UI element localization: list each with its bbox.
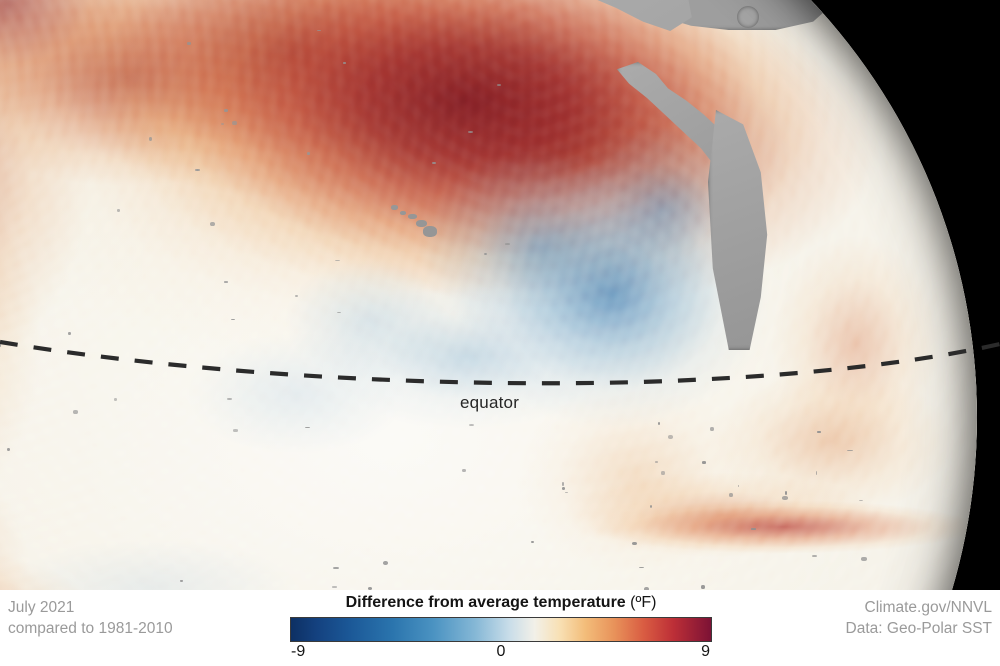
globe-viewport: equator xyxy=(0,0,1000,590)
legend-tick-mid: 0 xyxy=(496,643,506,660)
legend-tick-min: -9 xyxy=(291,643,306,660)
footer-bar: July 2021 compared to 1981-2010 Differen… xyxy=(0,590,1000,666)
attribution: Climate.gov/NNVL Data: Geo-Polar SST xyxy=(846,597,992,639)
legend-tick-max: 9 xyxy=(701,643,710,660)
globe-shading xyxy=(0,0,977,590)
date-caption-line2: compared to 1981-2010 xyxy=(8,620,173,637)
legend-title-main: Difference from average temperature xyxy=(345,594,631,611)
earth-globe xyxy=(0,0,977,590)
legend-title-unit: (ºF) xyxy=(630,594,657,611)
legend-colorbar xyxy=(290,617,712,642)
equator-label: equator xyxy=(460,393,520,412)
legend-title: Difference from average temperature (ºF) xyxy=(290,592,712,614)
legend-tick-labels: -9 0 9 xyxy=(290,643,712,665)
attribution-line2: Data: Geo-Polar SST xyxy=(845,620,992,637)
legend: Difference from average temperature (ºF)… xyxy=(290,592,712,665)
attribution-line1: Climate.gov/NNVL xyxy=(864,599,993,616)
date-caption: July 2021 compared to 1981-2010 xyxy=(8,597,173,639)
equator-line xyxy=(0,339,1000,386)
date-caption-line1: July 2021 xyxy=(8,599,75,616)
